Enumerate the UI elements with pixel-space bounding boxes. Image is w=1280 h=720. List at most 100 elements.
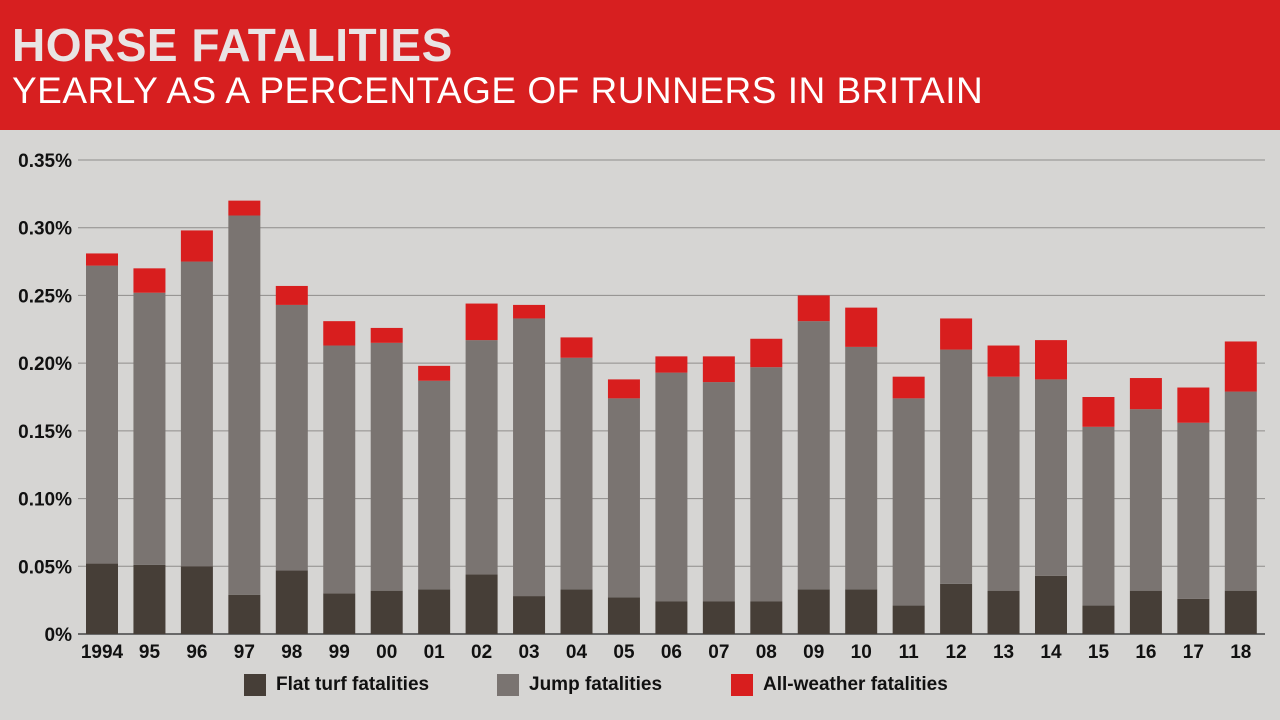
legend-label-flat: Flat turf fatalities [276,674,430,695]
y-tick-label: 0.30% [18,219,72,240]
header-banner: HORSE FATALITIES YEARLY AS A PERCENTAGE … [0,0,1280,130]
bar-segment-jump [370,342,403,591]
bar-segment-all-weather [987,345,1020,377]
bar-segment-jump [987,376,1020,591]
x-tick-label: 12 [946,642,967,663]
bar-segment-jump [892,398,925,606]
bar-segment-jump [418,380,451,590]
x-tick-label: 95 [139,642,161,663]
y-tick-label: 0.10% [18,490,72,511]
bar-segment-jump [275,304,308,571]
y-tick-label: 0% [45,625,73,646]
legend-item-flat: Flat turf fatalities [244,674,429,696]
bar-segment-all-weather [323,321,356,346]
x-tick-label: 96 [186,642,207,663]
legend-swatch-flat [244,674,266,696]
x-tick-label: 01 [424,642,446,663]
bar-segment-flat [370,590,403,634]
bar-segment-flat [560,589,593,634]
bar-segment-all-weather [133,268,166,293]
bar-segment-jump [513,318,546,597]
bar-segment-jump [607,398,640,598]
bar-segment-all-weather [228,200,261,216]
bar-segment-flat [180,566,213,634]
x-tick-label: 05 [613,642,635,663]
x-tick-label: 99 [329,642,350,663]
bar-segment-jump [133,292,166,565]
bar-segment-jump [1035,379,1067,576]
bar-segment-jump [1082,426,1115,606]
bar-segment-all-weather [560,337,593,358]
bar-segment-all-weather [892,376,925,399]
bar-segment-flat [1035,575,1067,634]
bar-segment-all-weather [1177,387,1210,423]
bar-segment-flat [275,570,308,634]
x-tick-label: 06 [661,642,682,663]
bar-segment-flat [86,563,118,634]
bar-segment-jump [323,345,356,594]
chart-subtitle: YEARLY AS A PERCENTAGE OF RUNNERS IN BRI… [12,70,984,111]
bar-segment-jump [465,340,498,575]
bar-segment-all-weather [655,356,688,373]
bar-segment-jump [797,321,830,590]
bar-segment-jump [702,382,735,602]
x-tick-label: 18 [1230,642,1251,663]
x-tick-label: 13 [993,642,1014,663]
x-tick-label: 03 [518,642,539,663]
bar-segment-jump [86,265,118,564]
bar-segment-jump [845,346,878,590]
bar-segment-flat [702,601,735,634]
bar-segment-all-weather [750,338,783,368]
bar-segment-all-weather [465,303,498,341]
bar-segment-jump [1177,422,1210,599]
bar-segment-flat [1082,605,1115,634]
legend-swatch-jump [497,674,519,696]
bar-segment-all-weather [1129,378,1162,410]
x-tick-label: 00 [376,642,397,663]
x-tick-label: 09 [803,642,824,663]
bar-segment-all-weather [845,307,878,347]
bar-segment-flat [607,597,640,634]
bar-segment-flat [133,564,166,634]
bar-segment-all-weather [180,230,213,262]
x-tick-label: 14 [1040,642,1062,663]
legend-label-jump: Jump fatalities [529,674,663,695]
bar-segment-all-weather [370,327,403,343]
bar-segment-all-weather [275,285,308,305]
bar-segment-all-weather [513,304,546,319]
x-tick-label: 98 [281,642,302,663]
x-tick-label: 02 [471,642,492,663]
bar-segment-jump [1129,409,1162,591]
x-tick-label: 08 [756,642,777,663]
chart-title: HORSE FATALITIES [12,19,453,71]
bar-segment-all-weather [940,318,973,350]
x-tick-label: 11 [899,642,920,663]
x-tick-label: 17 [1183,642,1204,663]
bar-segment-jump [655,372,688,602]
bar-segment-flat [418,589,451,634]
bar-segment-flat [1177,598,1210,634]
legend: Flat turf fatalities Jump fatalities All… [0,674,1280,700]
bar-segment-flat [987,590,1020,634]
x-tick-label: 04 [566,642,588,663]
bar-segment-all-weather [607,379,640,399]
x-tick-label: 16 [1135,642,1156,663]
bar-segment-all-weather [702,356,735,383]
x-tick-label: 10 [851,642,872,663]
y-tick-label: 0.25% [18,286,72,307]
x-tick-label: 15 [1088,642,1110,663]
bar-segment-all-weather [1082,397,1115,427]
bar-segment-jump [940,349,973,584]
legend-label-all-weather: All-weather fatalities [763,674,948,695]
y-tick-label: 0.20% [18,354,72,375]
bar-segment-jump [228,215,261,595]
bar-segment-all-weather [418,365,451,381]
bar-segment-flat [1129,590,1162,634]
bar-segment-flat [323,593,356,634]
x-tick-label: 07 [708,642,729,663]
bar-segment-flat [940,583,973,634]
y-tick-label: 0.05% [18,557,72,578]
legend-item-all-weather: All-weather fatalities [731,674,948,696]
legend-item-jump: Jump fatalities [497,674,662,696]
